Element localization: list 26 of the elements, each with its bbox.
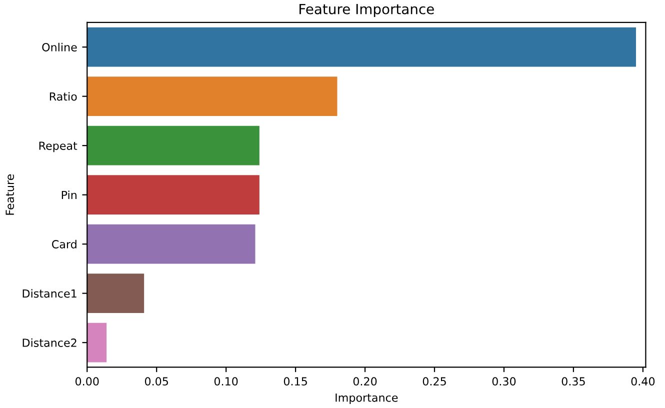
bar	[87, 27, 636, 67]
x-tick-label: 0.25	[422, 377, 446, 386]
y-axis-title: Feature	[6, 174, 14, 215]
bar	[87, 322, 107, 362]
x-tick-label: 0.35	[562, 377, 585, 386]
bar	[87, 175, 260, 215]
x-tick-label: 0.15	[284, 377, 307, 386]
bar	[87, 274, 144, 314]
y-tick-label: Ratio	[50, 92, 77, 101]
y-tick-label: Distance1	[22, 289, 76, 298]
x-axis-title: Importance	[336, 394, 398, 404]
bar	[87, 76, 338, 116]
x-tick-label: 0.05	[144, 377, 168, 386]
y-tick-label: Card	[52, 240, 76, 248]
x-tick-label: 0.40	[631, 377, 655, 386]
chart-title: Feature Importance	[300, 4, 434, 17]
x-tick-label: 0.00	[75, 377, 99, 386]
x-tick-label: 0.30	[492, 377, 516, 386]
y-tick-label: Distance2	[22, 338, 76, 347]
bar	[87, 224, 256, 264]
y-tick-label: Online	[42, 42, 77, 52]
bar	[87, 126, 260, 166]
x-tick-label: 0.10	[214, 377, 238, 386]
x-tick-label: 0.20	[353, 377, 377, 386]
y-tick-label: Repeat	[39, 142, 78, 152]
y-tick-label: Pin	[62, 190, 76, 200]
